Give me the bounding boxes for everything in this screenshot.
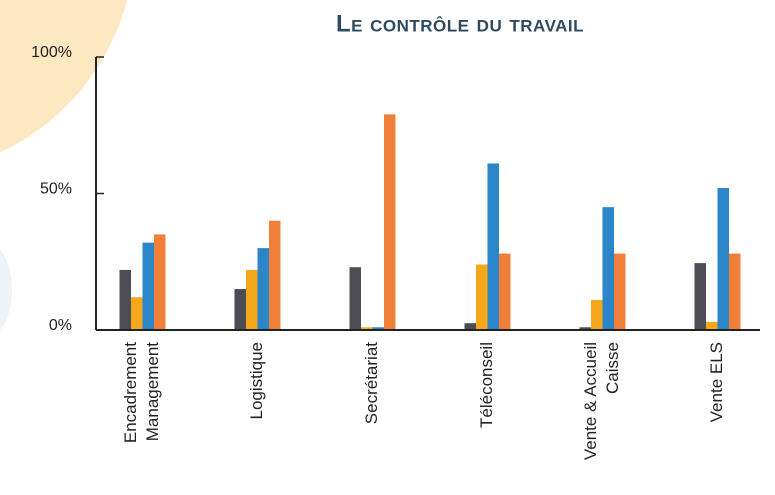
bar bbox=[487, 163, 499, 330]
bar bbox=[602, 207, 614, 330]
bar bbox=[269, 220, 281, 330]
y-tick-label: 50% bbox=[40, 181, 72, 198]
bar bbox=[499, 253, 511, 330]
bar bbox=[706, 321, 718, 330]
bar bbox=[131, 297, 143, 330]
background-shape bbox=[0, 249, 12, 331]
y-tick-label: 100% bbox=[31, 44, 72, 61]
bar bbox=[729, 253, 741, 330]
x-tick-label: Secrétariat bbox=[362, 342, 381, 424]
bar bbox=[579, 327, 591, 330]
bar bbox=[349, 267, 361, 330]
x-tick-label: Vente & Accueil bbox=[581, 342, 600, 460]
bar bbox=[372, 327, 384, 330]
bar bbox=[694, 263, 706, 330]
bar bbox=[361, 327, 373, 330]
x-tick-label: Management bbox=[143, 342, 162, 442]
bar bbox=[257, 248, 269, 330]
bar bbox=[234, 289, 246, 330]
x-tick-label: Caisse bbox=[603, 342, 622, 394]
x-tick-label: Vente ELS bbox=[707, 342, 726, 422]
chart-title: Le contrôle du travail bbox=[336, 10, 584, 37]
bar bbox=[142, 242, 154, 330]
bar bbox=[384, 114, 396, 330]
bar bbox=[246, 269, 258, 330]
bar bbox=[591, 299, 603, 330]
x-tick-label: Téléconseil bbox=[477, 342, 496, 428]
bar bbox=[154, 234, 166, 330]
bar bbox=[717, 188, 729, 330]
x-tick-label: Logistique bbox=[247, 342, 266, 420]
bar bbox=[614, 253, 626, 330]
bar bbox=[119, 269, 131, 330]
x-tick-label: Encadrement bbox=[121, 342, 140, 443]
bar bbox=[464, 323, 476, 330]
background-shape bbox=[0, 0, 128, 153]
y-tick-label: 0% bbox=[49, 317, 72, 334]
bar bbox=[476, 264, 488, 330]
